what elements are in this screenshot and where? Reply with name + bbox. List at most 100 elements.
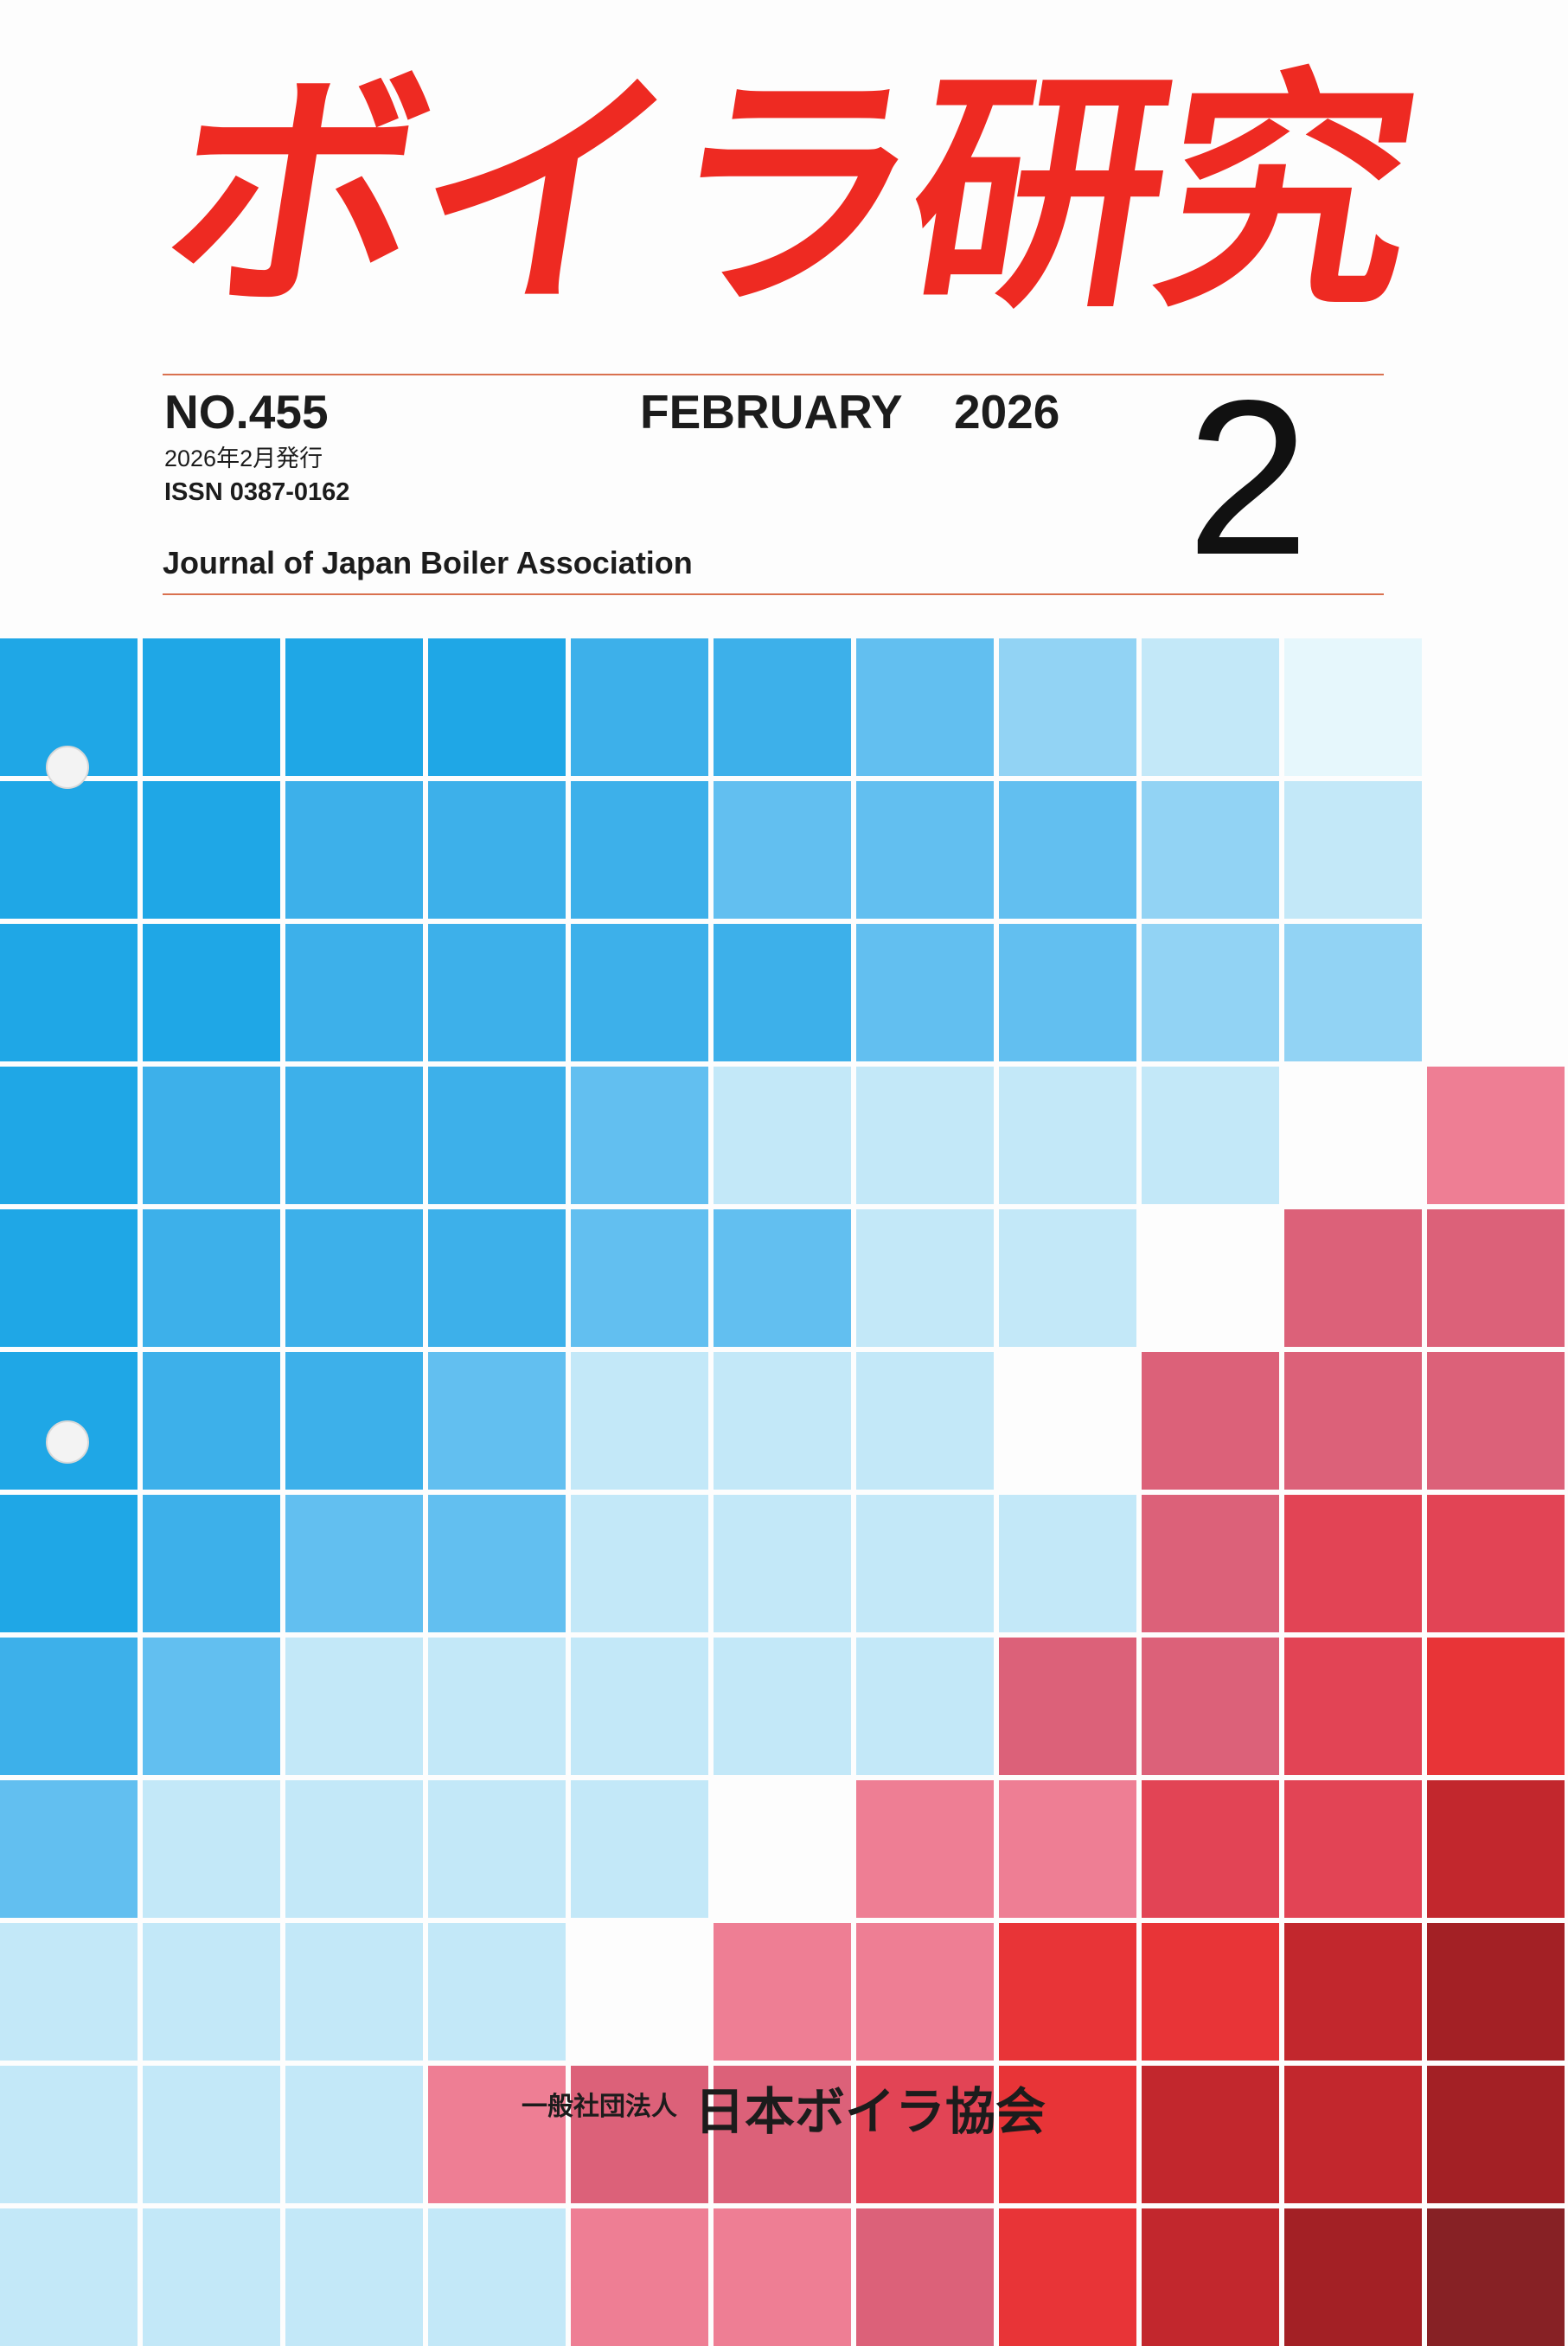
mosaic-tile [285, 1923, 423, 2061]
mosaic-tile [1427, 1495, 1565, 1632]
mosaic-tile [1284, 781, 1422, 919]
mosaic-tile [1427, 1352, 1565, 1490]
mosaic-tile [1142, 924, 1279, 1061]
mosaic-tile [1284, 638, 1422, 776]
journal-name: Journal of Japan Boiler Association [163, 545, 693, 580]
mosaic-tile [1142, 1923, 1279, 2061]
mosaic-tile [143, 1495, 280, 1632]
bottom-rule [163, 593, 1384, 595]
mosaic-tile [1284, 2066, 1422, 2203]
mosaic-tile [1142, 1067, 1279, 1204]
mosaic-tile [428, 1067, 566, 1204]
mosaic-tile [999, 781, 1136, 919]
issue-date-jp: 2026年2月発行 [164, 445, 323, 471]
mosaic-tile [999, 638, 1136, 776]
mosaic-tile [428, 1638, 566, 1775]
mosaic-tile [0, 781, 138, 919]
mosaic-tile [1427, 1780, 1565, 1918]
mosaic-tile [714, 2066, 851, 2203]
mosaic-tile [714, 2208, 851, 2346]
mosaic-tile [571, 924, 708, 1061]
issue-month: FEBRUARY [640, 385, 903, 439]
mosaic-tile [1142, 1495, 1279, 1632]
month-number: 2 [1187, 355, 1309, 601]
mosaic-tile [714, 781, 851, 919]
top-rule [163, 374, 1384, 375]
mosaic-tile [143, 924, 280, 1061]
mosaic-tile [571, 2208, 708, 2346]
mosaic-tile [856, 924, 994, 1061]
mosaic-tile [714, 1209, 851, 1347]
mosaic-tile [428, 924, 566, 1061]
mosaic-tile [856, 638, 994, 776]
mosaic-tile [285, 2208, 423, 2346]
mosaic-tile [856, 1638, 994, 1775]
mosaic-tile [428, 781, 566, 919]
mosaic-tile [571, 1067, 708, 1204]
mosaic-tile [571, 1638, 708, 1775]
mosaic-tile [856, 1495, 994, 1632]
mosaic-tile [285, 638, 423, 776]
mosaic-tile [856, 1352, 994, 1490]
mosaic-tile [428, 1209, 566, 1347]
mosaic-tile [1284, 1638, 1422, 1775]
mosaic-tile [1142, 1780, 1279, 1918]
mosaic-tile [571, 1495, 708, 1632]
mosaic-tile [143, 1209, 280, 1347]
mosaic-tile [1427, 1638, 1565, 1775]
mosaic-tile [285, 781, 423, 919]
mosaic-tile [143, 1352, 280, 1490]
mosaic-tile [1142, 781, 1279, 919]
mosaic-tile [428, 638, 566, 776]
mosaic-tile [714, 1067, 851, 1204]
mosaic-tile [571, 1209, 708, 1347]
mosaic-tile [428, 1495, 566, 1632]
mosaic-tile [856, 1209, 994, 1347]
mosaic-tile [285, 924, 423, 1061]
mosaic-tile [1427, 1067, 1565, 1204]
mosaic-tile [1142, 2066, 1279, 2203]
mosaic-tile [0, 1638, 138, 1775]
mosaic-tile [856, 1067, 994, 1204]
mosaic-tile [1142, 1352, 1279, 1490]
mosaic-tile [571, 781, 708, 919]
mosaic-tile [285, 1209, 423, 1347]
mosaic-tile [714, 1495, 851, 1632]
mosaic-tile [0, 1209, 138, 1347]
mosaic-tile [856, 1780, 994, 1918]
mosaic-tile [999, 1638, 1136, 1775]
mosaic-tile [0, 924, 138, 1061]
mosaic-tile [143, 1638, 280, 1775]
mosaic-tile [999, 1780, 1136, 1918]
mosaic-tile [1284, 1495, 1422, 1632]
mosaic-tile [1284, 1923, 1422, 2061]
mosaic-tile [856, 2066, 994, 2203]
mosaic-tile [1284, 924, 1422, 1061]
mosaic-tile [285, 1067, 423, 1204]
mosaic-tile [285, 2066, 423, 2203]
mosaic-tile [1142, 638, 1279, 776]
binder-hole [46, 746, 89, 789]
mosaic-tile [428, 2208, 566, 2346]
mosaic-tile [571, 638, 708, 776]
mosaic-tile [285, 1495, 423, 1632]
mosaic-tile [999, 2208, 1136, 2346]
mosaic-tile [714, 924, 851, 1061]
publisher-name: 日本ボイラ協会 [694, 2084, 1046, 2140]
mosaic-tile [1427, 1923, 1565, 2061]
mosaic-tile [0, 2066, 138, 2203]
mosaic-grid [0, 638, 1565, 2346]
mosaic-tile [0, 1923, 138, 2061]
mosaic-tile [856, 1923, 994, 2061]
mosaic-tile [1427, 2208, 1565, 2346]
mosaic-tile [571, 2066, 708, 2203]
magazine-cover: ボイラ研究 NO.455 2026年2月発行 ISSN 0387-0162 Jo… [0, 48, 1565, 2346]
mosaic-tile [714, 638, 851, 776]
mosaic-tile [999, 2066, 1136, 2203]
binder-hole [46, 1420, 89, 1464]
mosaic-tile [714, 1352, 851, 1490]
mosaic-tile [285, 1780, 423, 1918]
mosaic-tile [714, 1638, 851, 1775]
mosaic-tile [143, 1780, 280, 1918]
mosaic-tile [856, 2208, 994, 2346]
